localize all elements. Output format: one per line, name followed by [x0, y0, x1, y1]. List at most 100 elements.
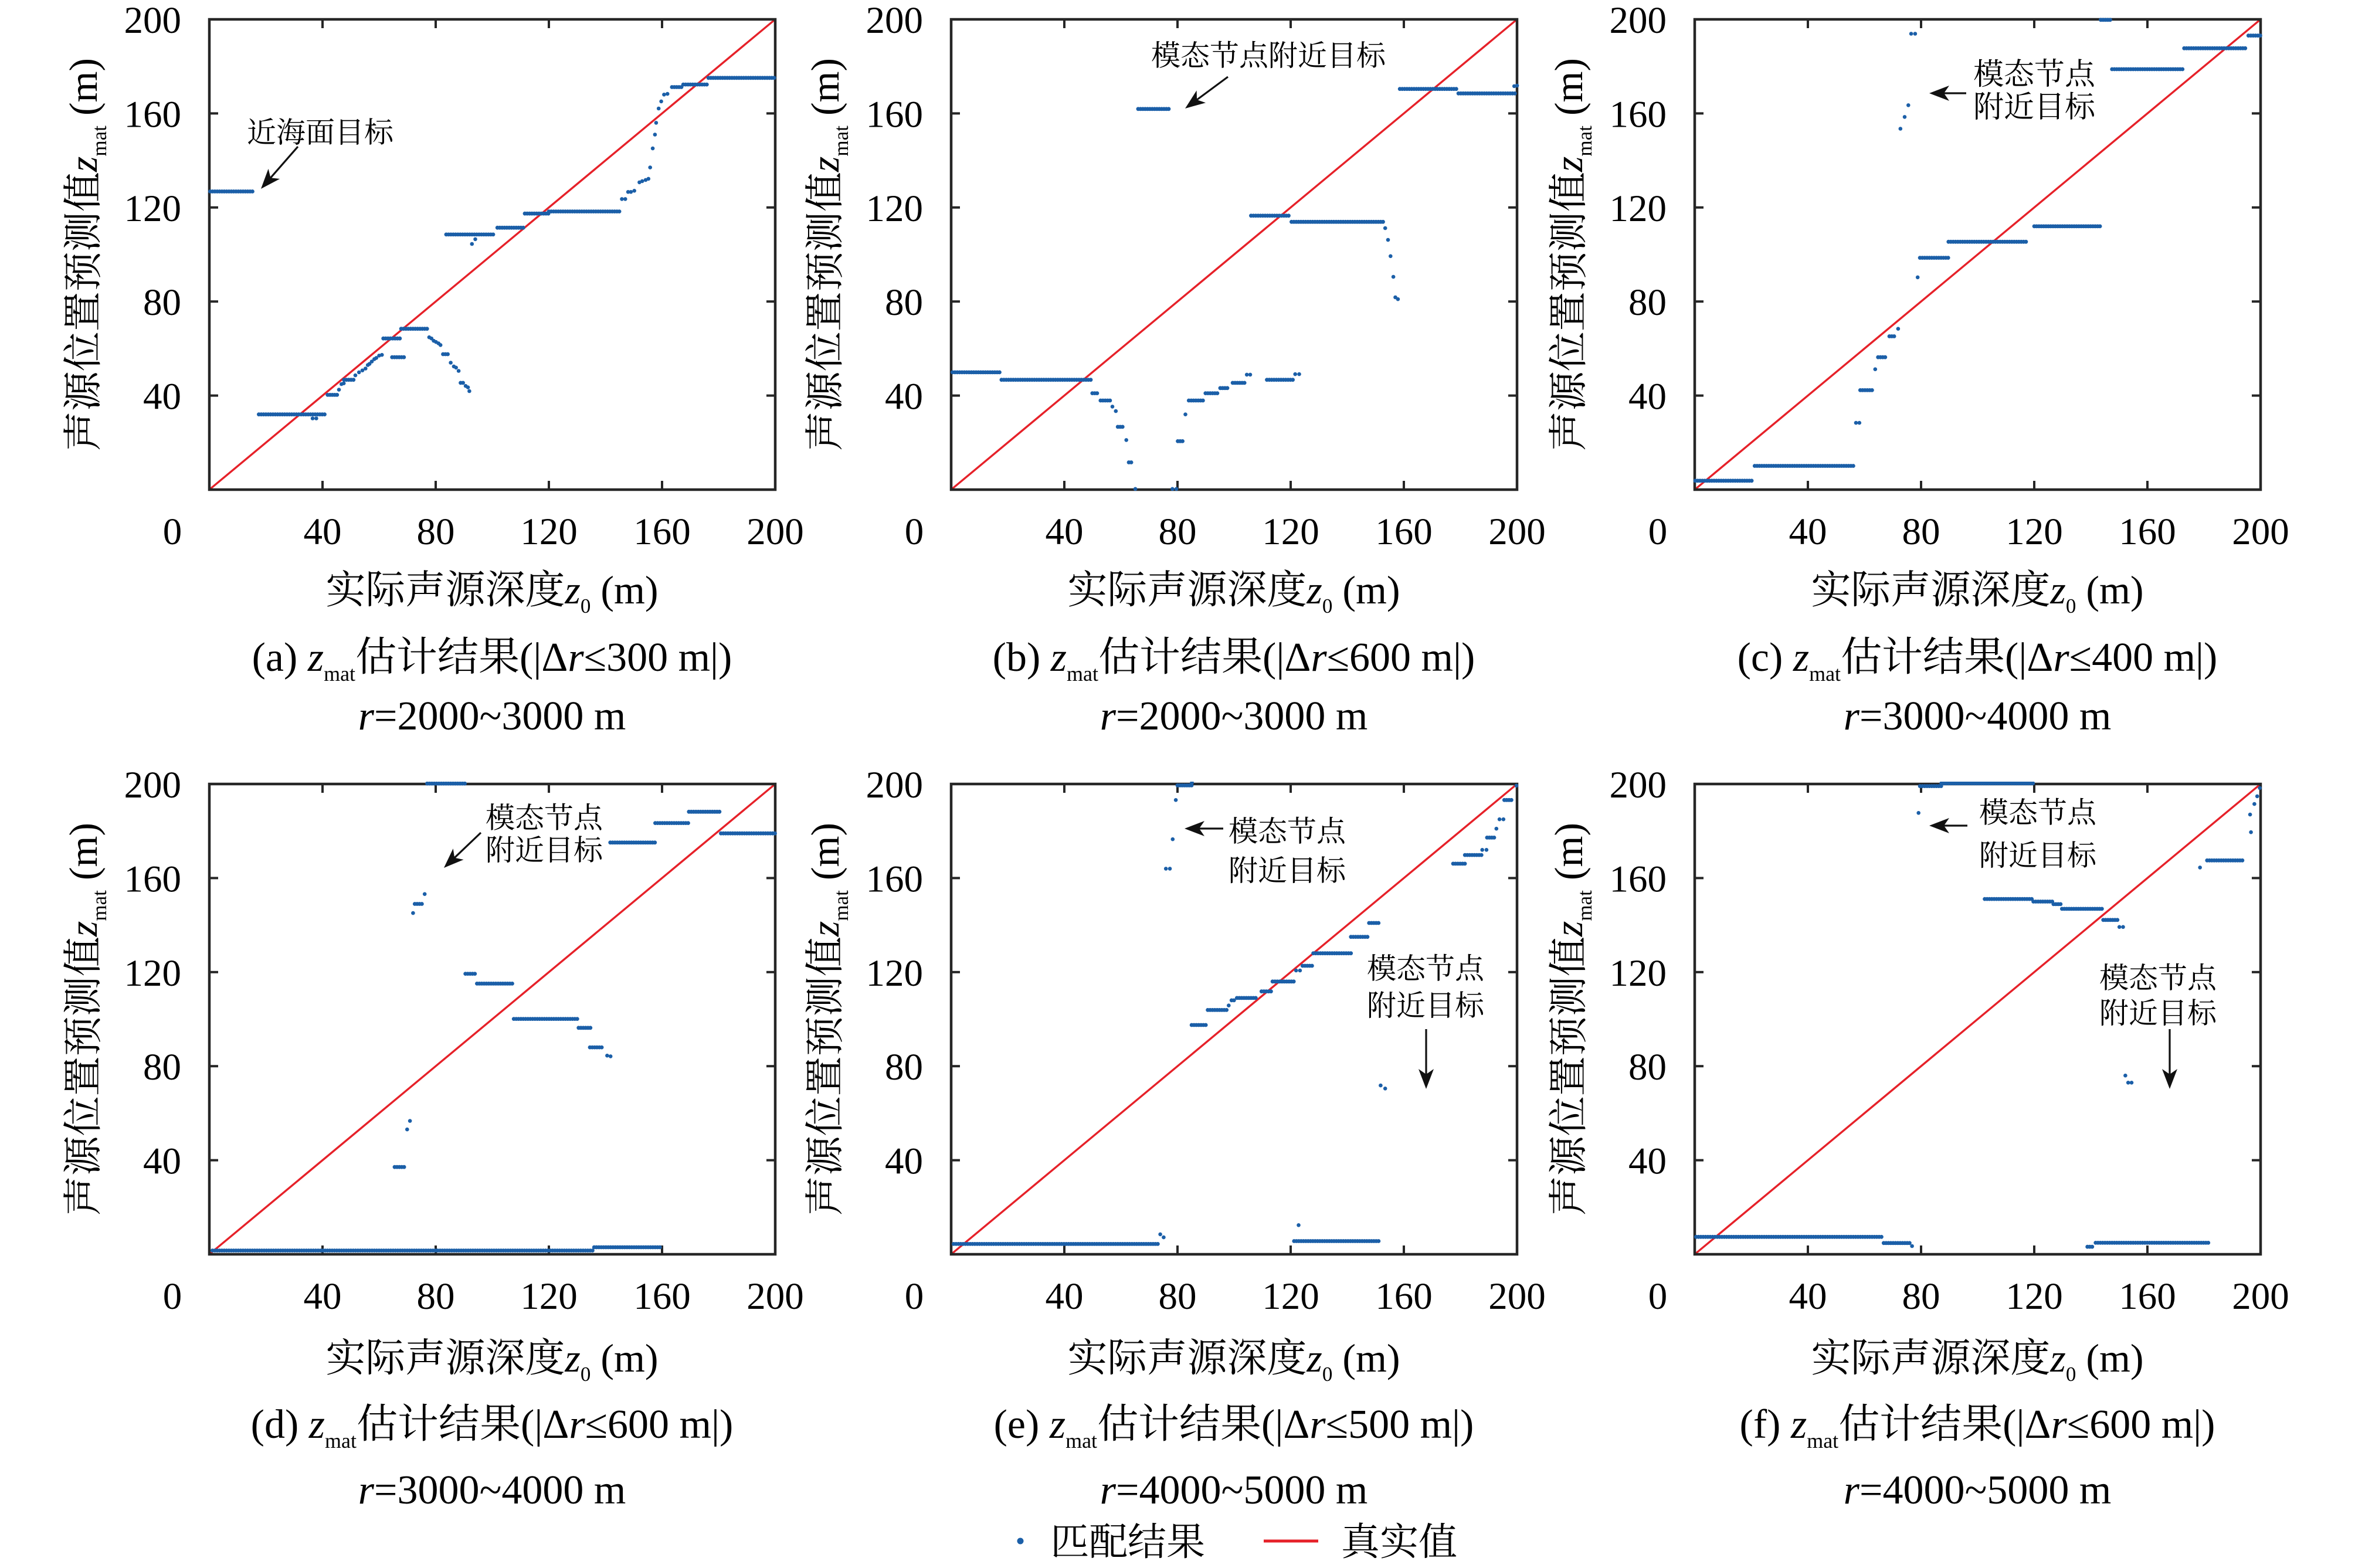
- svg-text:200: 200: [866, 764, 924, 806]
- svg-text:40: 40: [885, 376, 923, 418]
- svg-text:80: 80: [885, 1046, 923, 1088]
- svg-text:80: 80: [1902, 1275, 1940, 1318]
- svg-text:160: 160: [2119, 1275, 2176, 1318]
- svg-text:200: 200: [2232, 511, 2289, 553]
- svg-text:120: 120: [124, 952, 182, 995]
- svg-text:120: 120: [866, 952, 924, 995]
- svg-text:160: 160: [2119, 511, 2176, 553]
- svg-text:40: 40: [885, 1141, 923, 1183]
- svg-text:120: 120: [1262, 1275, 1319, 1318]
- svg-text:40: 40: [1789, 1275, 1827, 1318]
- svg-text:80: 80: [1628, 281, 1667, 324]
- svg-text:0: 0: [1648, 511, 1668, 553]
- svg-text:160: 160: [866, 858, 924, 900]
- svg-text:附近目标: 附近目标: [1973, 82, 2095, 126]
- svg-text:模态节点: 模态节点: [1979, 789, 2096, 831]
- svg-text:40: 40: [1046, 511, 1084, 553]
- svg-text:实际声源深度z0 (m): 实际声源深度z0 (m): [1811, 1326, 2143, 1387]
- svg-text:40: 40: [1789, 511, 1827, 553]
- svg-text:200: 200: [1610, 764, 1667, 806]
- svg-text:160: 160: [124, 858, 182, 900]
- svg-text:40: 40: [1628, 1141, 1667, 1183]
- svg-text:模态节点: 模态节点: [486, 795, 603, 837]
- svg-text:r=4000~5000 m: r=4000~5000 m: [1100, 1457, 1368, 1516]
- svg-text:声源位置预测值zmat (m): 声源位置预测值zmat (m): [1537, 58, 1598, 451]
- svg-text:0: 0: [163, 511, 182, 553]
- svg-text:160: 160: [633, 1275, 691, 1318]
- svg-text:声源位置预测值zmat (m): 声源位置预测值zmat (m): [793, 58, 854, 451]
- svg-text:160: 160: [1375, 511, 1433, 553]
- svg-text:200: 200: [866, 0, 924, 42]
- svg-text:120: 120: [124, 188, 182, 230]
- svg-text:r=2000~3000 m: r=2000~3000 m: [358, 683, 626, 742]
- svg-text:(d) zmat估计结果(|Δr≤600 m|): (d) zmat估计结果(|Δr≤600 m|): [251, 1391, 734, 1454]
- svg-text:(b) zmat估计结果(|Δr≤600 m|): (b) zmat估计结果(|Δr≤600 m|): [993, 624, 1475, 687]
- svg-text:120: 120: [1610, 188, 1667, 230]
- svg-text:40: 40: [143, 1141, 181, 1183]
- svg-text:近海面目标: 近海面目标: [247, 109, 393, 151]
- svg-text:200: 200: [124, 0, 182, 42]
- svg-text:附近目标: 附近目标: [2099, 990, 2217, 1032]
- svg-text:实际声源深度z0 (m): 实际声源深度z0 (m): [1067, 1326, 1400, 1387]
- svg-text:200: 200: [1610, 0, 1667, 42]
- svg-text:160: 160: [633, 511, 691, 553]
- svg-text:120: 120: [866, 188, 924, 230]
- svg-text:声源位置预测值zmat (m): 声源位置预测值zmat (m): [52, 58, 113, 451]
- svg-text:40: 40: [1628, 376, 1667, 418]
- svg-text:r=3000~4000 m: r=3000~4000 m: [358, 1457, 626, 1516]
- svg-text:200: 200: [746, 1275, 804, 1318]
- svg-text:模态节点: 模态节点: [1229, 808, 1346, 850]
- svg-text:80: 80: [1159, 511, 1197, 553]
- svg-text:40: 40: [1046, 1275, 1084, 1318]
- svg-text:120: 120: [2006, 1275, 2063, 1318]
- svg-text:80: 80: [417, 1275, 455, 1318]
- svg-text:80: 80: [1902, 511, 1940, 553]
- svg-text:200: 200: [2232, 1275, 2289, 1318]
- svg-text:80: 80: [417, 511, 455, 553]
- svg-text:200: 200: [1488, 511, 1546, 553]
- svg-text:实际声源深度z0 (m): 实际声源深度z0 (m): [1067, 558, 1400, 619]
- svg-text:80: 80: [885, 281, 923, 324]
- svg-text:200: 200: [124, 764, 182, 806]
- svg-text:r=2000~3000 m: r=2000~3000 m: [1100, 683, 1368, 742]
- svg-text:40: 40: [143, 376, 181, 418]
- svg-text:0: 0: [905, 511, 924, 553]
- svg-text:匹配结果: 匹配结果: [1050, 1511, 1205, 1565]
- svg-text:40: 40: [304, 511, 342, 553]
- svg-text:200: 200: [1488, 1275, 1546, 1318]
- svg-text:160: 160: [1610, 93, 1667, 135]
- svg-text:120: 120: [520, 1275, 578, 1318]
- svg-text:80: 80: [1159, 1275, 1197, 1318]
- svg-text:120: 120: [1610, 952, 1667, 995]
- svg-text:真实值: 真实值: [1341, 1511, 1457, 1565]
- svg-text:实际声源深度z0 (m): 实际声源深度z0 (m): [1811, 558, 2143, 619]
- svg-text:0: 0: [163, 1275, 182, 1318]
- svg-text:120: 120: [520, 511, 578, 553]
- svg-text:实际声源深度z0 (m): 实际声源深度z0 (m): [325, 558, 658, 619]
- svg-text:声源位置预测值zmat (m): 声源位置预测值zmat (m): [1537, 823, 1598, 1216]
- svg-text:声源位置预测值zmat (m): 声源位置预测值zmat (m): [52, 823, 113, 1216]
- svg-text:120: 120: [2006, 511, 2063, 553]
- svg-text:模态节点: 模态节点: [1973, 49, 2095, 93]
- svg-text:80: 80: [1628, 1046, 1667, 1088]
- svg-text:附近目标: 附近目标: [1229, 847, 1346, 890]
- svg-text:模态节点: 模态节点: [1367, 945, 1484, 987]
- svg-text:附近目标: 附近目标: [1979, 832, 2096, 874]
- svg-text:120: 120: [1262, 511, 1319, 553]
- svg-text:模态节点: 模态节点: [2099, 955, 2217, 997]
- svg-text:160: 160: [1375, 1275, 1433, 1318]
- svg-text:附近目标: 附近目标: [1367, 982, 1484, 1024]
- svg-text:200: 200: [746, 511, 804, 553]
- svg-text:40: 40: [304, 1275, 342, 1318]
- svg-text:r=3000~4000 m: r=3000~4000 m: [1844, 683, 2112, 742]
- svg-text:声源位置预测值zmat (m): 声源位置预测值zmat (m): [793, 823, 854, 1216]
- svg-text:r=4000~5000 m: r=4000~5000 m: [1844, 1457, 2112, 1516]
- svg-text:80: 80: [143, 281, 181, 324]
- svg-text:0: 0: [1648, 1275, 1668, 1318]
- svg-text:附近目标: 附近目标: [486, 827, 603, 869]
- svg-text:模态节点附近目标: 模态节点附近目标: [1151, 32, 1386, 74]
- svg-text:160: 160: [1610, 858, 1667, 900]
- svg-text:实际声源深度z0 (m): 实际声源深度z0 (m): [325, 1326, 658, 1387]
- svg-text:160: 160: [866, 93, 924, 135]
- svg-text:0: 0: [905, 1275, 924, 1318]
